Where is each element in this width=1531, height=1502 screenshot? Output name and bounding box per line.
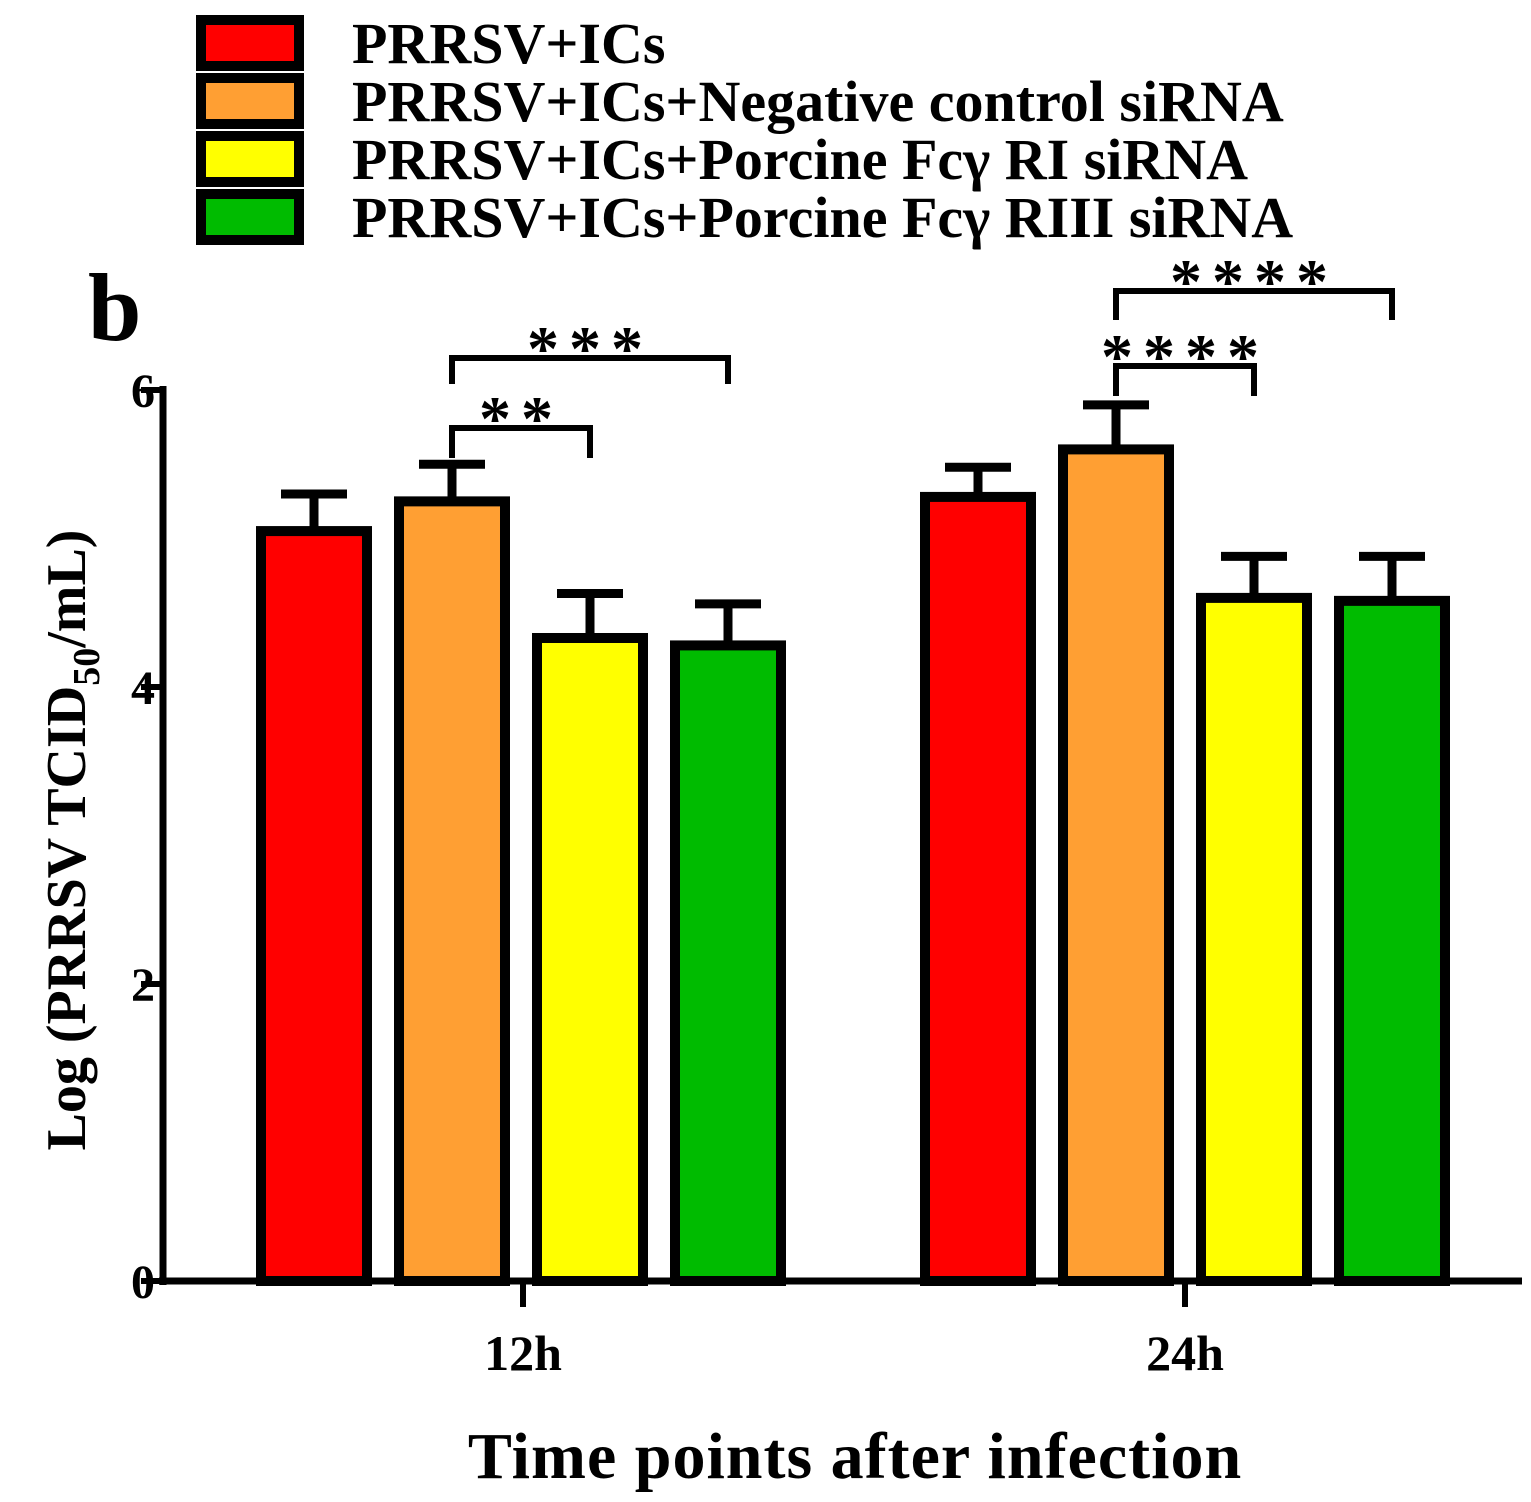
bar xyxy=(1334,595,1450,1286)
significance-bracket xyxy=(1113,363,1257,396)
bar xyxy=(394,496,510,1286)
legend-label: PRRSV+ICs+Porcine Fcγ RIII siRNA xyxy=(352,185,1293,250)
y-tick-label: 2 xyxy=(131,959,155,1012)
significance-bracket xyxy=(449,425,593,458)
y-axis-label: Log (PRRSV TCID50/mL) xyxy=(36,530,108,1151)
axes-layer: 0 2 4 6 12h 24h xyxy=(131,365,1522,1381)
y-tick-label: 0 xyxy=(131,1256,155,1309)
x-tick-label: 12h xyxy=(484,1325,562,1381)
legend-label: PRRSV+ICs+Negative control siRNA xyxy=(352,69,1284,134)
bar xyxy=(256,526,372,1286)
bar xyxy=(532,632,648,1286)
significance-bracket xyxy=(449,355,731,384)
legend-label: PRRSV+ICs+Porcine Fcγ RI siRNA xyxy=(352,127,1248,192)
legend-label: PRRSV+ICs xyxy=(352,11,665,76)
bar xyxy=(1058,444,1174,1286)
bars-layer xyxy=(256,400,1450,1287)
significance-layer: ***** ******** xyxy=(449,246,1395,458)
y-tick-label: 6 xyxy=(131,365,155,418)
bar xyxy=(670,640,786,1286)
x-axis-label: Time points after infection xyxy=(468,1420,1242,1493)
significance-label: *** xyxy=(527,313,653,384)
x-tick-label: 24h xyxy=(1146,1325,1224,1381)
significance-label: **** xyxy=(1101,321,1269,392)
bar xyxy=(920,491,1036,1287)
legend-swatch xyxy=(196,15,304,71)
panel-label: b xyxy=(88,254,141,361)
legend-swatch xyxy=(196,131,304,187)
y-axis-label-subscript: 50 xyxy=(66,648,108,686)
y-axis-label-suffix: /mL) xyxy=(36,530,98,649)
significance-label: **** xyxy=(1170,246,1338,317)
legend-swatch xyxy=(196,73,304,129)
significance-label: ** xyxy=(479,383,563,454)
y-axis-label-prefix: Log (PRRSV TCID xyxy=(36,686,98,1151)
significance-bracket xyxy=(1113,288,1395,320)
bar xyxy=(1196,592,1312,1286)
legend-swatch xyxy=(196,189,304,245)
y-tick-label: 4 xyxy=(131,662,155,715)
